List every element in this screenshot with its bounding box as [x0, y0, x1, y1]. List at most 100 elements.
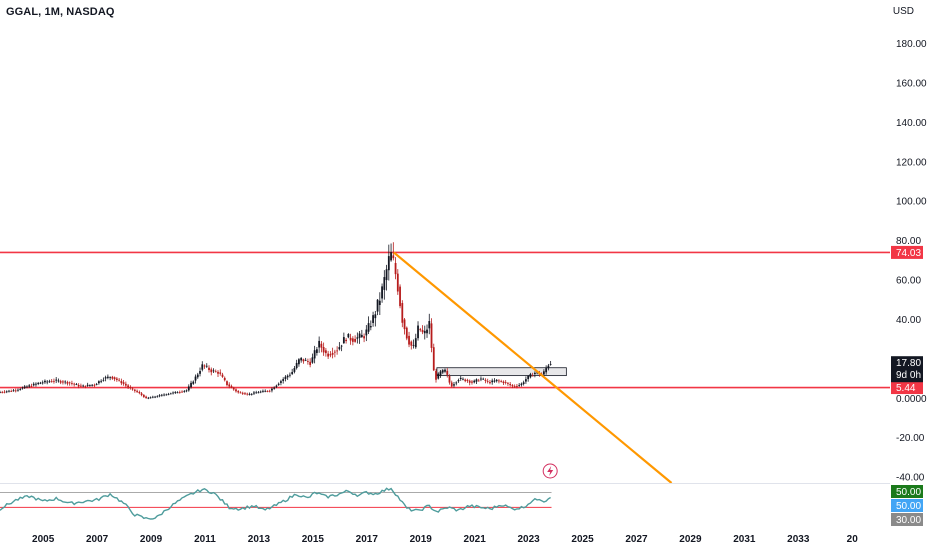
- last-price-label: 17.80: [896, 358, 921, 369]
- candle-body: [118, 379, 121, 381]
- candle-body: [417, 325, 419, 339]
- candle-body: [464, 379, 467, 382]
- candle-body: [48, 381, 51, 383]
- horizontal-levels[interactable]: [0, 251, 890, 389]
- candle-body: [327, 353, 330, 357]
- candle-body: [50, 381, 53, 383]
- candle-body: [181, 391, 183, 393]
- candle-body: [77, 385, 80, 387]
- candle-body: [396, 273, 399, 292]
- candle-body: [300, 358, 303, 361]
- candle-body: [244, 393, 246, 395]
- candle-body: [138, 391, 141, 394]
- candle-body: [246, 393, 249, 395]
- candle-body: [53, 380, 55, 382]
- candle-body: [520, 383, 523, 385]
- candle-body: [1, 392, 4, 393]
- candle-body: [495, 379, 498, 382]
- candle-body: [342, 337, 345, 344]
- time-axis[interactable]: 2005 2007 2009 2011 2013 2015 2017 2019 2021 2023…: [32, 534, 858, 545]
- candle-body: [468, 380, 471, 383]
- candle-body: [228, 384, 231, 387]
- time-tick-label: 20: [847, 534, 859, 545]
- candle-body: [450, 382, 453, 387]
- event-marker[interactable]: [542, 463, 558, 479]
- candle-body: [428, 321, 431, 329]
- candle-body: [127, 385, 130, 388]
- candle-body: [5, 391, 8, 393]
- candle-body: [156, 396, 159, 398]
- time-tick-label: 2019: [410, 534, 433, 545]
- time-tick-label: 2017: [356, 534, 379, 545]
- candle-body: [291, 372, 294, 374]
- candle-body: [84, 386, 87, 387]
- candle-body: [212, 370, 215, 372]
- candle-body: [102, 379, 105, 381]
- candle-body: [41, 382, 44, 384]
- candle-body: [360, 334, 363, 338]
- candle-body: [21, 387, 24, 389]
- candle-body: [100, 380, 103, 382]
- candle-body: [158, 395, 161, 397]
- rsi-line: [0, 487, 551, 520]
- candle-body: [365, 329, 368, 336]
- lightning-icon[interactable]: [547, 466, 554, 476]
- candle-body: [372, 315, 374, 323]
- candle-body: [309, 361, 312, 365]
- candle-body: [273, 387, 276, 389]
- candles: [0, 242, 552, 400]
- candle-body: [219, 372, 222, 374]
- candle-body: [241, 392, 244, 394]
- candle-body: [136, 390, 138, 392]
- candle-body: [338, 347, 341, 350]
- candle-body: [284, 376, 287, 379]
- candle-body: [172, 392, 174, 394]
- candle-body: [459, 377, 462, 380]
- candle-body: [3, 391, 6, 393]
- time-tick-label: 2005: [32, 534, 55, 545]
- candle-body: [174, 391, 177, 393]
- candle-body: [295, 362, 298, 369]
- candle-body: [289, 374, 291, 376]
- candle-body: [237, 391, 240, 393]
- candle-body: [73, 383, 76, 385]
- candle-body: [35, 383, 37, 385]
- candle-body: [423, 330, 426, 334]
- candle-body: [491, 380, 494, 383]
- candle-body: [298, 359, 300, 365]
- rsi-tag: [891, 513, 923, 526]
- price-tick-label: -40.00: [896, 473, 925, 484]
- candle-body: [104, 377, 107, 379]
- trend-line[interactable]: [393, 251, 673, 484]
- candle-body: [378, 300, 381, 306]
- candle-body: [185, 390, 188, 392]
- candle-body: [46, 381, 49, 383]
- candle-body: [111, 376, 114, 379]
- candle-body: [354, 338, 357, 342]
- candle-body: [408, 335, 410, 345]
- candle-body: [351, 338, 354, 342]
- price-axis[interactable]: 180.00 160.00 140.00 120.00 100.00 80.00 60.00…: [896, 39, 927, 483]
- candle-body: [17, 389, 19, 391]
- candle-body: [226, 381, 228, 386]
- candle-body: [356, 337, 359, 339]
- level-tag: [891, 381, 923, 395]
- candle-body: [500, 381, 503, 382]
- candle-body: [201, 364, 204, 370]
- candle-body: [145, 396, 147, 399]
- time-tick-label: 2013: [248, 534, 271, 545]
- candle-body: [426, 329, 428, 334]
- candle-body: [421, 329, 424, 333]
- candle-body: [466, 380, 469, 381]
- countdown-label: 9d 0h: [896, 370, 921, 381]
- candle-body: [248, 393, 251, 395]
- trend-line-segment[interactable]: [393, 251, 673, 484]
- candle-body: [293, 368, 296, 372]
- candle-body: [14, 390, 17, 392]
- candle-body: [259, 391, 262, 393]
- candle-body: [347, 334, 350, 338]
- candle-body: [183, 391, 186, 392]
- candle-body: [169, 393, 172, 395]
- candle-body: [390, 252, 392, 261]
